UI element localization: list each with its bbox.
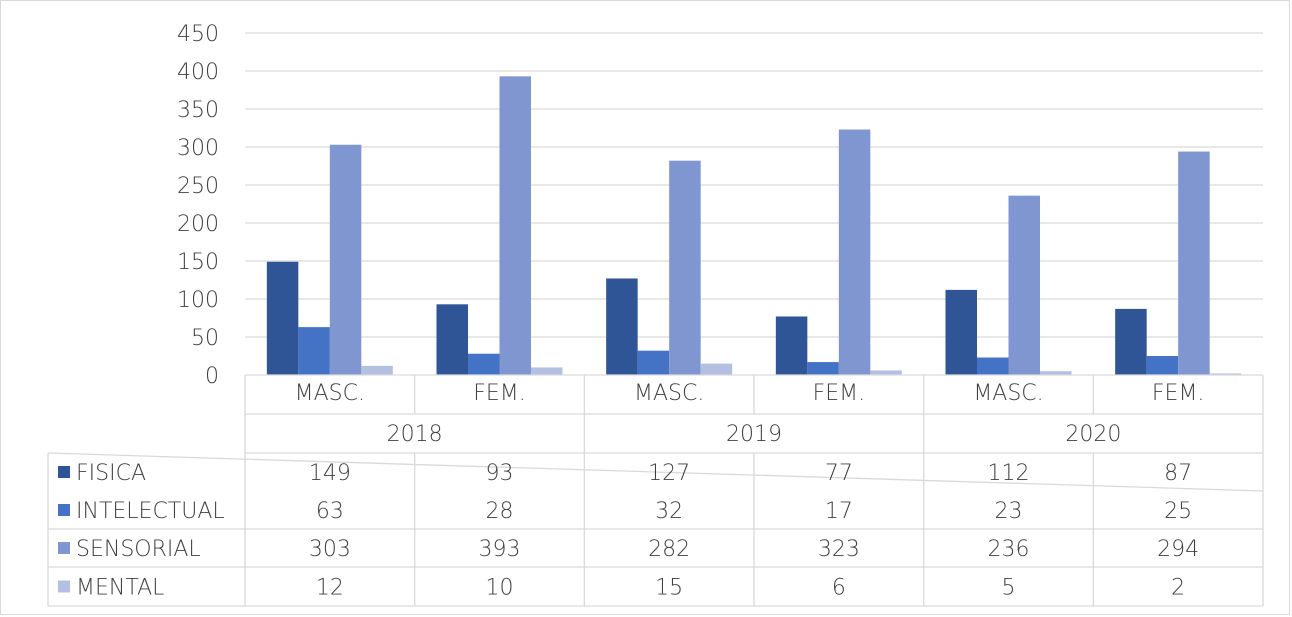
bar-sensorial-2	[669, 160, 701, 375]
legend-key-mental	[58, 580, 70, 593]
table-cell-mental: 15	[655, 576, 683, 601]
bar-mental-3	[870, 370, 902, 375]
table-cell-sensorial: 393	[479, 537, 521, 562]
x-category-label: FEM.	[1152, 381, 1205, 406]
bar-fisica-0	[266, 261, 299, 375]
x-category-label: FEM.	[473, 381, 526, 406]
bar-fisica-2	[606, 278, 638, 375]
legend-key-sensorial	[58, 542, 70, 554]
y-tick-label: 450	[177, 22, 219, 47]
bar-fisica-1	[436, 304, 468, 375]
data-table: MASC. FEM. MASC. FEM. MASC. FEM. 2018 2019 2020 F…	[47, 374, 1264, 607]
table-cell-fisica: 93	[486, 461, 514, 486]
bar-fisica-4	[945, 289, 977, 375]
legend-label-mental: MENTAL	[76, 576, 164, 601]
table-cell-intelectual: 28	[486, 499, 514, 524]
table-cell-intelectual: 17	[825, 499, 853, 524]
gridlines	[245, 32, 1263, 338]
bars	[266, 76, 1242, 375]
y-tick-label: 300	[177, 136, 219, 161]
table-cell-sensorial: 294	[1157, 537, 1199, 562]
bar-sensorial-5	[1178, 151, 1210, 375]
y-tick-label: 400	[177, 60, 219, 85]
bar-mental-0	[361, 365, 393, 375]
table-cell-sensorial: 323	[818, 537, 860, 562]
bar-mental-4	[1040, 371, 1072, 375]
legend-label-sensorial: SENSORIAL	[76, 537, 201, 562]
bar-intelectual-0	[298, 327, 330, 375]
y-tick-label: 150	[177, 250, 219, 275]
x-group-label: 2019	[726, 422, 782, 447]
bar-intelectual-3	[807, 362, 839, 375]
table-cell-mental: 5	[1002, 576, 1016, 601]
y-tick-label: 100	[177, 288, 219, 313]
y-tick-label: 50	[191, 326, 219, 351]
legend-label-intelectual: INTELECTUAL	[76, 499, 225, 524]
table-cell-sensorial: 303	[309, 537, 351, 562]
y-tick-label: 350	[177, 98, 219, 123]
x-group-label: 2020	[1065, 422, 1121, 447]
bar-sensorial-1	[499, 76, 531, 375]
bar-intelectual-4	[977, 357, 1009, 375]
bar-intelectual-5	[1146, 356, 1179, 375]
x-category-label: MASC.	[295, 381, 365, 406]
table-cell-sensorial: 236	[988, 537, 1030, 562]
table-cell-intelectual: 25	[1164, 499, 1192, 524]
y-tick-label: 200	[177, 212, 219, 237]
bar-sensorial-0	[329, 144, 362, 375]
legend-key-fisica	[58, 466, 70, 478]
table-cell-fisica: 112	[988, 461, 1030, 486]
bar-fisica-3	[775, 316, 808, 375]
bar-intelectual-1	[468, 353, 500, 375]
table-line	[47, 452, 1264, 492]
x-category-label: MASC.	[634, 381, 704, 406]
table-cell-sensorial: 282	[648, 537, 690, 562]
table-cell-mental: 12	[316, 576, 344, 601]
bar-sensorial-3	[838, 129, 871, 375]
bar-intelectual-2	[637, 350, 670, 375]
bar-sensorial-4	[1008, 195, 1040, 375]
y-tick-label: 250	[177, 174, 219, 199]
table-cell-fisica: 87	[1164, 461, 1192, 486]
y-axis: 0 50 100 150 200 250 300 350 400 450	[177, 22, 219, 389]
bar-mental-1	[531, 367, 563, 375]
table-cell-intelectual: 23	[995, 499, 1023, 524]
table-cell-intelectual: 63	[316, 499, 344, 524]
legend-label-fisica: FISICA	[76, 461, 146, 486]
table-cell-mental: 10	[486, 576, 514, 601]
table-cell-fisica: 149	[309, 461, 351, 486]
x-group-label: 2018	[387, 422, 443, 447]
legend-key-intelectual	[58, 504, 70, 516]
bar-mental-5	[1209, 373, 1242, 375]
table-cell-mental: 6	[832, 576, 846, 601]
bar-fisica-5	[1115, 308, 1147, 375]
y-tick-label: 0	[205, 364, 219, 389]
table-cell-fisica: 127	[648, 461, 690, 486]
x-category-label: FEM.	[813, 381, 866, 406]
table-cell-mental: 2	[1171, 576, 1185, 601]
table-cell-fisica: 77	[825, 461, 853, 486]
x-category-label: MASC.	[973, 381, 1043, 406]
table-cell-intelectual: 32	[655, 499, 683, 524]
bar-mental-2	[700, 363, 733, 375]
